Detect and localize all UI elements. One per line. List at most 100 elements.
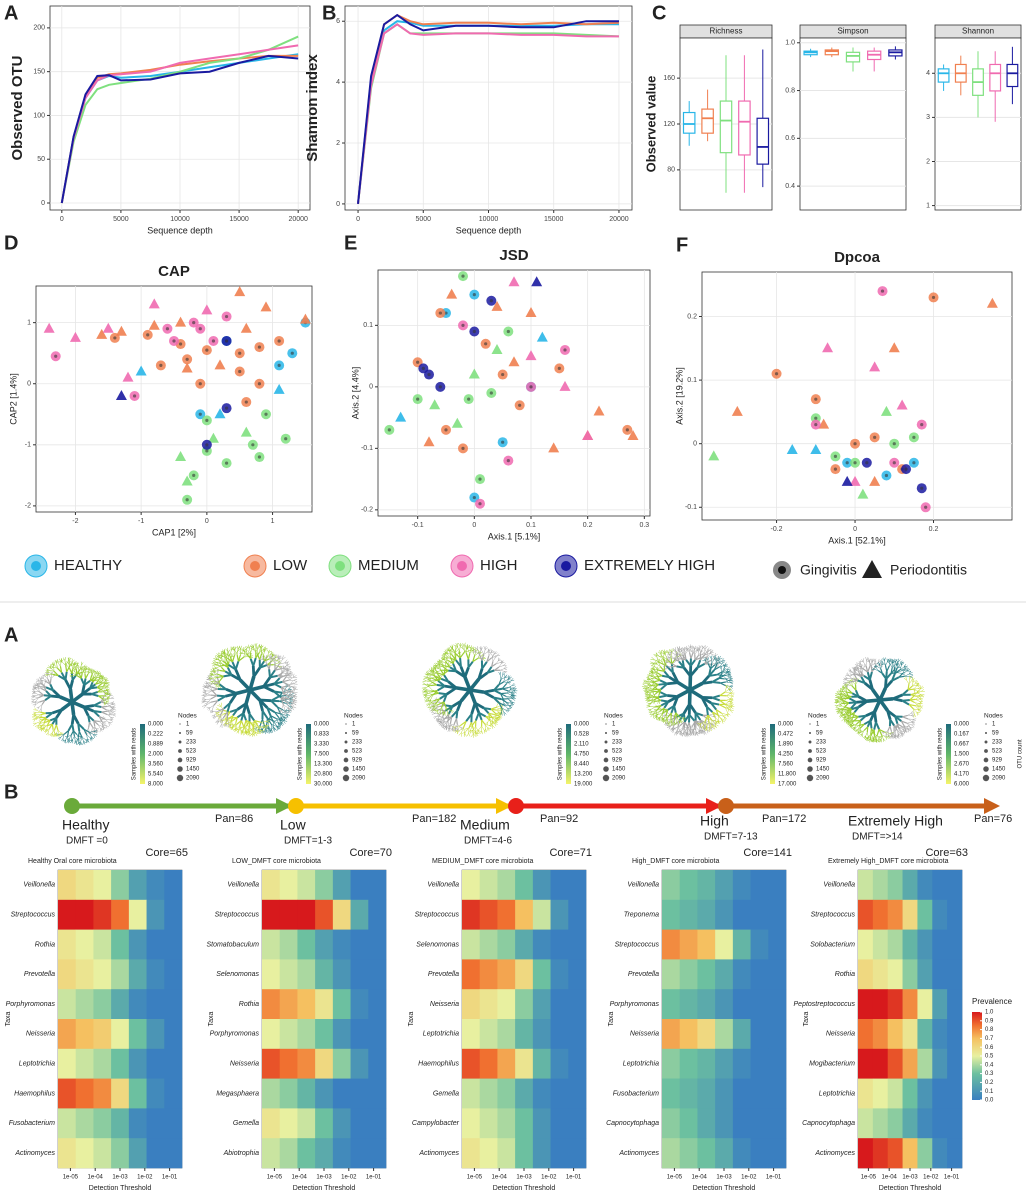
point-center <box>518 403 522 407</box>
tree-branch <box>265 730 269 734</box>
tree-branch <box>266 663 270 670</box>
tree-branch <box>728 676 733 679</box>
x-tick-label: 10000 <box>170 216 190 223</box>
tree-branch <box>852 681 856 685</box>
point <box>240 426 252 437</box>
tree-branch <box>279 662 285 665</box>
legend-label: HIGH <box>480 557 518 574</box>
tree-branch <box>496 718 501 720</box>
tree-branch <box>254 720 261 723</box>
tree-branch <box>222 711 228 719</box>
tree-branch <box>230 720 234 725</box>
tree-branch <box>83 670 86 674</box>
tree-branch <box>208 678 213 680</box>
tree-branch <box>250 722 255 725</box>
tree-branch <box>435 710 439 713</box>
point-center <box>54 354 58 358</box>
point-center <box>284 437 288 441</box>
tree-branch <box>892 697 903 703</box>
tree-branch <box>291 706 295 711</box>
tree-branch <box>278 722 283 724</box>
tree-branch <box>481 649 484 655</box>
tree-branch <box>111 702 116 705</box>
tree-branch <box>726 693 731 696</box>
tree-branch <box>431 711 436 714</box>
tree-branch <box>202 684 207 687</box>
tree-branch <box>221 667 226 672</box>
point <box>201 304 213 315</box>
tree-branch <box>69 735 72 739</box>
tree-branch <box>99 721 104 723</box>
tree-branch <box>487 727 490 731</box>
tree-branch <box>271 654 275 658</box>
tree-branch <box>288 677 294 681</box>
tree-branch <box>211 714 216 717</box>
tree-branch <box>215 719 219 723</box>
tree-branch <box>681 660 685 668</box>
x-tick-label: 0 <box>205 518 209 525</box>
tree-branch <box>263 729 266 733</box>
tree-branch <box>102 726 106 728</box>
point <box>135 365 147 376</box>
point-center <box>865 461 869 465</box>
tree-branch <box>428 694 434 698</box>
point <box>207 432 219 443</box>
tree-branch <box>459 646 461 652</box>
tree-branch <box>702 680 713 685</box>
tree-branch <box>236 720 242 725</box>
tree-branch <box>54 660 57 664</box>
tree-branch <box>50 664 52 669</box>
tree-branch <box>708 673 717 677</box>
tree-branch <box>249 732 253 736</box>
x-tick-label: 0 <box>472 522 476 529</box>
tree-branch <box>101 675 103 680</box>
tree-branch <box>646 706 651 708</box>
tree-branch <box>283 716 288 718</box>
tree-branch <box>39 691 45 696</box>
tree-branch <box>280 717 284 721</box>
tree-branch <box>212 716 217 718</box>
tree-branch <box>107 696 110 700</box>
tree-branch <box>262 655 265 662</box>
tree-branch <box>433 703 439 705</box>
tree-branch <box>215 683 218 687</box>
tree-branch <box>106 683 110 685</box>
tree-branch <box>64 657 66 661</box>
tree-branch <box>274 668 282 671</box>
tree-branch <box>100 701 107 704</box>
tree-branch <box>201 698 206 702</box>
point-center <box>506 459 510 463</box>
tree-branch <box>468 732 470 737</box>
tree-branch <box>281 665 283 669</box>
tree-branch <box>291 703 297 705</box>
point <box>986 297 998 308</box>
point-center <box>873 435 877 439</box>
tree-branch <box>887 730 889 735</box>
phylogenetic-tree <box>834 656 925 743</box>
tree-branch <box>88 668 92 671</box>
point-center <box>506 329 510 334</box>
tree-branch <box>202 699 207 701</box>
tree-branch <box>207 675 212 677</box>
tree-branch <box>254 724 258 726</box>
tree-branch <box>57 733 60 737</box>
tree-branch <box>245 719 252 724</box>
tree-branch <box>64 739 66 743</box>
tree-branch <box>247 644 250 649</box>
tree-branch <box>38 727 42 731</box>
point-center <box>238 351 242 355</box>
point-center <box>489 391 493 395</box>
tree-branch <box>101 706 107 711</box>
tree-branch <box>76 739 79 743</box>
tree-branch <box>205 681 210 684</box>
y-axis-title: Shannon index <box>304 54 321 162</box>
tree-branch <box>35 692 39 696</box>
tree-branch <box>224 723 227 727</box>
point-center <box>472 293 476 297</box>
tree-branch <box>101 687 106 690</box>
point-center <box>387 428 391 432</box>
point <box>43 322 55 333</box>
tree-branch <box>213 670 217 674</box>
tree-branch <box>32 687 36 689</box>
tree-branch <box>430 708 435 711</box>
